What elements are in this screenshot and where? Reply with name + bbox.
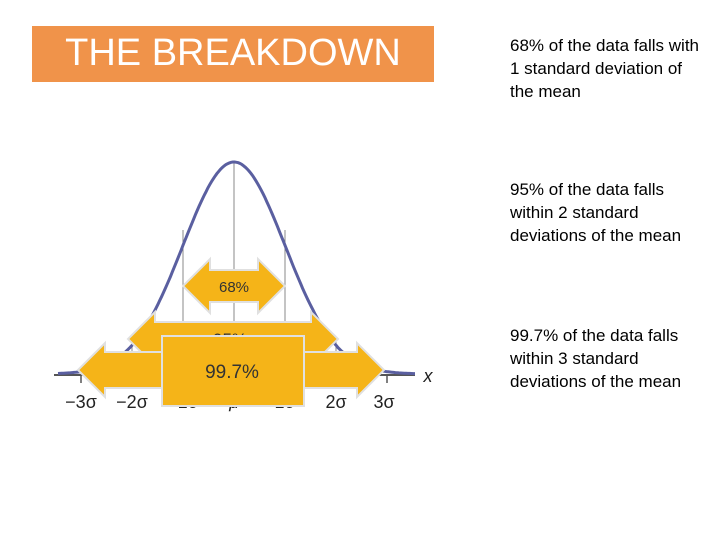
tick-label-plus2: 2σ	[325, 392, 346, 412]
bullet-95: 95% of the data falls within 2 standard …	[510, 180, 682, 245]
tick-label-plus3: 3σ	[373, 392, 394, 412]
bullet-68: 68% of the data falls with 1 standard de…	[510, 36, 700, 101]
slide-title: THE BREAKDOWN	[65, 32, 401, 74]
tick-label-minus3: −3σ	[65, 392, 97, 412]
arrow-997: 99.7%	[76, 335, 386, 407]
tick-label-minus2: −2σ	[116, 392, 148, 412]
bullet-997: 99.7% of the data falls within 3 standar…	[510, 326, 682, 391]
axis-variable-label: x	[423, 366, 434, 386]
arrow-68: 68%	[181, 256, 287, 316]
arrow-68-label: 68%	[219, 279, 249, 296]
title-banner: THE BREAKDOWN	[32, 26, 434, 82]
arrow-997-label: 99.7%	[205, 362, 259, 383]
